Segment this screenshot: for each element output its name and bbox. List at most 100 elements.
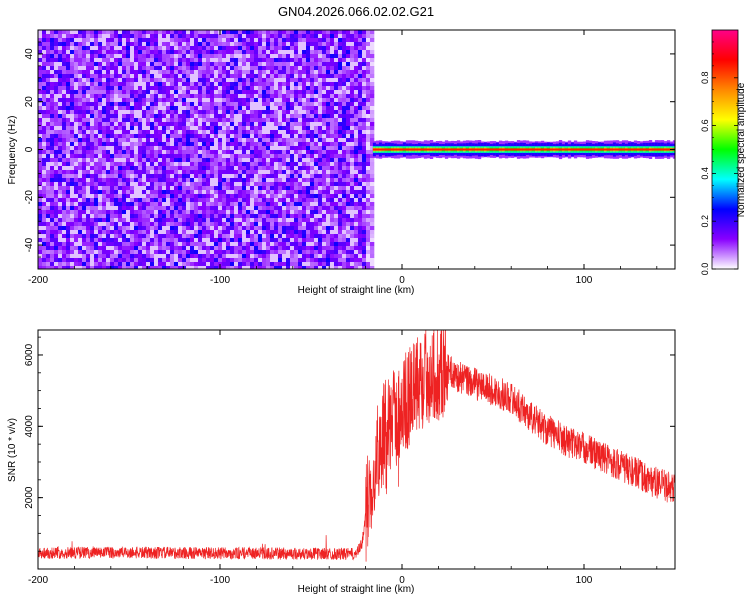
spectrogram-cell [278,262,283,267]
spectrogram-cell [146,122,151,127]
spectrogram-cell [114,166,119,171]
spectrogram-cell [242,70,247,75]
spectrogram-cell [226,102,231,107]
spectrogram-cell [90,158,95,163]
spectrogram-cell [158,258,163,263]
spectrogram-cell [230,110,235,115]
spectrogram-cell [302,30,307,35]
spectrogram-cell [158,234,163,239]
spectrogram-cell [214,42,219,47]
spectrogram-cell [166,126,171,131]
spectrogram-cell [310,142,315,147]
spectrogram-cell [230,38,235,43]
spectrogram-cell [98,250,103,255]
spectrogram-cell [102,62,107,67]
spectrogram-cell [114,210,119,215]
spectrogram-cell [50,62,55,67]
spectrogram-cell [150,106,155,111]
spectrogram-cell [94,254,99,259]
spectrogram-cell [122,254,127,259]
spectrogram-cell [266,110,271,115]
spectrogram-cell [118,266,123,269]
spectrogram-cell [350,154,355,159]
spectrogram-cell [362,210,367,215]
spectrogram-cell [70,230,75,235]
spectrogram-cell [138,186,143,191]
spectrogram-cell [258,138,263,143]
spectrogram-cell [78,262,83,267]
spectrogram-cell [242,146,247,151]
spectrogram-cell [290,230,295,235]
spectrogram-cell [50,194,55,199]
spectrogram-cell [118,238,123,243]
spectrogram-cell [70,62,75,67]
spectrogram-cell [254,190,259,195]
spectrogram-cell [174,158,179,163]
spectrogram-cell [258,218,263,223]
spectrogram-cell [74,126,79,131]
spectrogram-cell [302,110,307,115]
spectrogram-cell [106,118,111,123]
spectrogram-cell [190,66,195,71]
spectrogram-cell [58,126,63,131]
spectrogram-cell [354,158,359,163]
spectrogram-cell [194,78,199,83]
spectrogram-cell [286,186,291,191]
spectrogram-cell [170,30,175,35]
spectrogram-cell [354,174,359,179]
spectrogram-cell [218,222,223,227]
spectrogram-cell [222,130,227,135]
spectrogram-cell [130,170,135,175]
spectrogram-cell [106,190,111,195]
spectrogram-cell [230,46,235,51]
spectrogram-cell [50,170,55,175]
spectrogram-cell [358,238,363,243]
spectrogram-cell [350,118,355,123]
spectrogram-cell [134,198,139,203]
spectrogram-cell [134,186,139,191]
spectrogram-cell [98,126,103,131]
spectrogram-cell [62,138,67,143]
spectrogram-cell [334,154,339,159]
spectrogram-cell [78,146,83,151]
spectrogram-cell [194,162,199,167]
spectrogram-cell [142,198,147,203]
spectrogram-cell [94,118,99,123]
spectrogram-cell [342,150,347,155]
spectrogram-cell [174,266,179,269]
spectrogram-cell [234,82,239,87]
spectrogram-cell [322,202,327,207]
spectrogram-cell [366,106,371,111]
spectrogram-cell [90,138,95,143]
spectrogram-cell [198,234,203,239]
spectrogram-cell [342,154,347,159]
spectrogram-cell [262,86,267,91]
spectrogram-cell [270,218,275,223]
spectrogram-cell [46,218,51,223]
spectrogram-cell [146,182,151,187]
spectrogram-cell [82,178,87,183]
spectrogram-cell [174,70,179,75]
spectrogram-cell [282,214,287,219]
spectrogram-cell [230,234,235,239]
spectrogram-cell [306,86,311,91]
spectrogram-cell [62,90,67,95]
spectrogram-cell [70,174,75,179]
spectrogram-cell [270,78,275,83]
spectrogram-cell [298,86,303,91]
spectrogram-cell [46,166,51,171]
spectrogram-cell [166,178,171,183]
spectrogram-cell [294,78,299,83]
spectrogram-cell [230,106,235,111]
spectrogram-cell [274,150,279,155]
spectrogram-cell [206,62,211,67]
spectrogram-cell [218,114,223,119]
spectrogram-cell [334,130,339,135]
spectrogram-cell [142,174,147,179]
spectrogram-cell [178,198,183,203]
spectrogram-cell [142,214,147,219]
spectrogram-cell [178,90,183,95]
spectrogram-cell [202,42,207,47]
spectrogram-cell [278,146,283,151]
spectrogram-cell [94,242,99,247]
